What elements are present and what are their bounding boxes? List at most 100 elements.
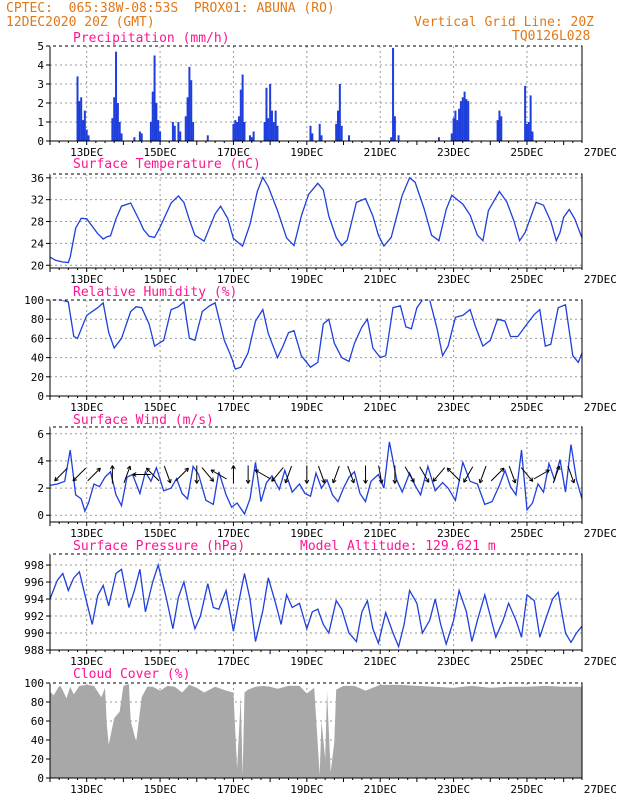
precip-bar bbox=[529, 95, 532, 141]
panel-6 bbox=[46, 682, 583, 782]
wind-arrow-head bbox=[231, 465, 234, 470]
wind-arrow-head bbox=[285, 479, 289, 484]
y-tick-label: 0 bbox=[37, 135, 44, 148]
wind-arrow bbox=[463, 466, 474, 483]
precip-bar bbox=[340, 125, 343, 141]
wind-arrow-head bbox=[528, 479, 533, 482]
precip-bar bbox=[179, 131, 182, 141]
y-tick-label: 996 bbox=[24, 576, 44, 589]
wind-arrow bbox=[347, 465, 356, 484]
panel-title: Surface Wind (m/s) bbox=[73, 413, 214, 428]
wind-arrow-head bbox=[284, 478, 286, 484]
wind-arrow-shaft bbox=[271, 467, 284, 482]
wind-arrow-head bbox=[478, 478, 481, 484]
x-tick-label: 25DEC bbox=[510, 527, 543, 540]
y-tick-label: 60 bbox=[31, 332, 44, 345]
header-line-2: 12DEC2020 20Z (GMT) bbox=[6, 15, 155, 30]
x-tick-label: 27DEC bbox=[584, 273, 617, 286]
wind-arrow bbox=[284, 465, 293, 484]
y-tick-label: 20 bbox=[31, 371, 44, 384]
precip-bar bbox=[248, 135, 251, 141]
precip-bar bbox=[159, 131, 162, 141]
wind-arrow-shaft bbox=[567, 465, 575, 484]
precip-bar bbox=[454, 110, 457, 141]
panel-1 bbox=[46, 45, 583, 145]
x-tick-label: 27DEC bbox=[584, 655, 617, 668]
wind-arrow-head bbox=[72, 479, 77, 482]
precip-bar bbox=[133, 137, 136, 141]
wind-arrow-shaft bbox=[201, 467, 214, 482]
wind-arrow bbox=[271, 467, 284, 482]
x-tick-label: 17DEC bbox=[217, 401, 250, 414]
x-tick-label: 27DEC bbox=[584, 146, 617, 159]
wind-arrow-head bbox=[512, 479, 516, 484]
precip-bar bbox=[531, 131, 534, 141]
wind-arrow-head bbox=[479, 479, 484, 484]
precip-bar bbox=[82, 120, 85, 141]
wind-arrow-head bbox=[169, 478, 172, 484]
x-tick-label: 21DEC bbox=[364, 783, 397, 796]
wind-arrow-head bbox=[54, 476, 57, 482]
wind-arrow bbox=[332, 465, 340, 484]
x-tick-label: 17DEC bbox=[217, 273, 250, 286]
wind-arrow bbox=[72, 467, 87, 482]
wind-arrow-head bbox=[98, 467, 101, 473]
wind-arrow-head bbox=[332, 479, 337, 484]
precip-bar bbox=[250, 137, 253, 141]
wind-arrow-shaft bbox=[490, 467, 505, 482]
x-tick-label: 19DEC bbox=[290, 146, 323, 159]
wind-arrow-head bbox=[365, 479, 368, 484]
y-tick-label: 5 bbox=[37, 40, 44, 53]
x-tick-label: 21DEC bbox=[364, 146, 397, 159]
x-tick-label: 23DEC bbox=[437, 146, 470, 159]
x-tick-label: 19DEC bbox=[290, 401, 323, 414]
x-tick-label: 21DEC bbox=[364, 273, 397, 286]
wind-arrow bbox=[404, 466, 415, 483]
panel-2 bbox=[46, 173, 583, 272]
precip-bar bbox=[85, 129, 88, 141]
wind-arrow bbox=[490, 467, 505, 482]
x-tick-label: 19DEC bbox=[290, 273, 323, 286]
precip-bar bbox=[392, 47, 395, 141]
wind-arrow bbox=[378, 465, 384, 484]
wind-arrow bbox=[110, 465, 115, 484]
wind-arrow-head bbox=[212, 477, 215, 482]
panel-title: Cloud Cover (%) bbox=[73, 667, 190, 682]
x-tick-label: 17DEC bbox=[217, 783, 250, 796]
y-tick-label: 100 bbox=[24, 294, 44, 307]
precip-bar bbox=[80, 97, 83, 141]
wind-arrow-shaft bbox=[254, 469, 271, 480]
wind-arrow-shaft bbox=[332, 465, 340, 484]
precip-bar bbox=[348, 135, 351, 141]
precip-bar bbox=[115, 51, 118, 142]
y-tick-label: 0 bbox=[37, 390, 44, 403]
wind-arrow-head bbox=[167, 479, 171, 484]
wind-arrow-head bbox=[558, 465, 561, 471]
x-tick-label: 23DEC bbox=[437, 655, 470, 668]
precip-bar bbox=[173, 125, 176, 141]
panel-annotation: Model Altitude: 129.621 m bbox=[300, 539, 496, 554]
header-line-1: CPTEC: 065:38W-08:53S PROX01: ABUNA (RO) bbox=[6, 1, 335, 16]
wind-arrow-shaft bbox=[163, 465, 171, 484]
precip-bar bbox=[276, 125, 279, 141]
wind-arrow bbox=[478, 465, 487, 484]
precip-bar bbox=[149, 122, 152, 141]
x-tick-label: 15DEC bbox=[144, 401, 177, 414]
wind-arrow-head bbox=[132, 472, 137, 475]
wind-arrow-head bbox=[410, 479, 415, 483]
wind-arrow-head bbox=[514, 478, 517, 484]
precip-bar bbox=[467, 101, 470, 141]
precip-bar bbox=[337, 110, 340, 141]
wind-arrow-head bbox=[304, 479, 308, 484]
precip-bar bbox=[243, 122, 246, 141]
precip-bar bbox=[524, 85, 527, 141]
y-tick-label: 4 bbox=[37, 59, 44, 72]
precip-bar bbox=[234, 120, 237, 141]
precip-bar bbox=[525, 123, 528, 141]
precip-bar bbox=[461, 97, 464, 141]
x-tick-label: 13DEC bbox=[70, 401, 103, 414]
x-tick-label: 21DEC bbox=[364, 655, 397, 668]
wind-arrow-shaft bbox=[210, 469, 227, 480]
y-tick-label: 2 bbox=[37, 482, 44, 495]
